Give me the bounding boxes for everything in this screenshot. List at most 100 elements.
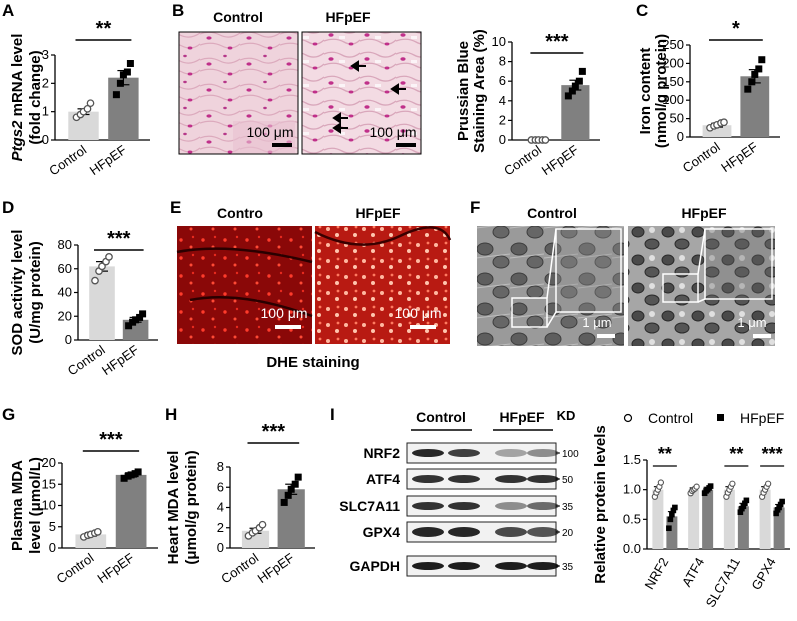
dhe-scale-right: 100 μm	[395, 305, 442, 321]
data-point-hfpef	[751, 70, 759, 78]
category-label: Control	[218, 550, 261, 586]
y-tick-label: 8	[217, 459, 224, 474]
blot-band	[448, 475, 480, 483]
bar-nrf2-control	[652, 489, 664, 549]
bar-gpx4-control	[759, 489, 771, 549]
panel-letter-f: F	[470, 198, 480, 217]
data-point-hfpef	[707, 483, 714, 489]
data-point-control	[720, 118, 728, 127]
significance-label: **	[729, 444, 743, 464]
pb-scalebar-left	[272, 143, 292, 147]
data-point-hfpef	[575, 77, 583, 85]
y-axis-label: SOD activity level	[9, 230, 26, 356]
data-point-hfpef	[119, 71, 127, 79]
y-tick-label: 8	[499, 54, 506, 69]
data-point-hfpef	[116, 79, 124, 87]
blot-label-slc7a11: SLC7A11	[339, 498, 400, 514]
significance-label: ***	[262, 421, 286, 443]
blot-band	[448, 562, 480, 570]
category-label: SLC7A11	[703, 555, 743, 610]
data-point-hfpef	[670, 507, 677, 514]
data-point-control	[764, 480, 772, 487]
y-tick-label: 2	[217, 520, 224, 535]
data-point-hfpef	[287, 485, 295, 493]
pb-hfpef-image	[301, 31, 422, 155]
panel-letter-i: I	[330, 405, 335, 424]
data-point-hfpef	[127, 471, 135, 479]
data-point-control	[98, 262, 106, 271]
data-point-hfpef	[672, 504, 678, 511]
y-tick-label: 40	[58, 285, 72, 300]
em-scalebar-right	[753, 334, 771, 338]
em-control-image	[477, 226, 624, 346]
y-tick-label: 0.5	[623, 511, 641, 526]
data-point-hfpef	[666, 525, 672, 532]
y-axis-label-2: (nmol/g protein)	[653, 34, 670, 148]
data-point-hfpef	[120, 474, 128, 482]
data-point-control	[105, 253, 113, 261]
data-point-hfpef	[755, 65, 763, 73]
panel-letter-d: D	[2, 198, 14, 217]
category-label: HFpEF	[95, 550, 137, 586]
data-point-hfpef	[776, 504, 782, 511]
data-point-hfpef	[123, 68, 131, 76]
y-axis-label: Ptgs2 mRNA level	[9, 34, 26, 162]
data-point-control	[729, 480, 736, 487]
dhe-control-label: Contro	[217, 205, 263, 221]
y-tick-label: 80	[58, 237, 72, 252]
blot-label-gapdh: GAPDH	[349, 558, 400, 574]
bar-control	[702, 125, 732, 137]
pb-scale-left: 100 μm	[247, 124, 294, 140]
y-axis-label: Heart MDA level	[165, 451, 182, 565]
category-label: ATF4	[679, 555, 707, 589]
bar-nrf2-hfpef	[666, 516, 678, 549]
dhe-scalebar-left	[275, 325, 301, 329]
panel-letter-a: A	[2, 1, 14, 20]
pb-control-label: Control	[213, 9, 263, 25]
y-tick-label: 0.0	[623, 541, 641, 556]
data-point-control	[91, 276, 99, 285]
western-blots: NRF2 100 ATF4 50 SLC7A11 35 GPX4 20 GAPDH 35	[339, 442, 579, 577]
pb-scalebar-right	[396, 143, 416, 147]
legend-hfpef-label: HFpEF	[740, 410, 784, 426]
y-tick-label: 15	[42, 476, 56, 491]
y-axis-label-2: (U/mg protein)	[27, 241, 44, 344]
data-point-hfpef	[568, 87, 576, 95]
blot-band	[495, 502, 527, 510]
y-tick-label: 0	[49, 540, 56, 555]
category-label: HFpEF	[99, 342, 141, 378]
data-point-hfpef	[112, 91, 120, 99]
dhe-control-image	[177, 226, 312, 344]
data-point-hfpef	[284, 491, 292, 499]
y-tick-label: 250	[662, 37, 684, 52]
blot-band	[527, 502, 559, 510]
data-point-hfpef	[740, 503, 747, 510]
y-tick-label: 10	[492, 34, 506, 49]
y-tick-label: 60	[58, 261, 72, 276]
y-tick-label: 4	[499, 93, 506, 108]
data-point-hfpef	[564, 92, 572, 100]
y-tick-label: 0	[499, 132, 506, 147]
blot-band	[412, 475, 444, 483]
y-tick-label: 6	[217, 479, 224, 494]
y-axis-label-2: (μmol/g protein)	[183, 450, 200, 564]
blot-band	[448, 449, 480, 457]
significance-label: **	[658, 444, 672, 464]
blot-band	[448, 502, 480, 510]
y-tick-label: 0	[65, 332, 72, 347]
category-label: HFpEF	[718, 139, 760, 175]
bar-slc7a11-hfpef	[737, 506, 749, 549]
data-point-hfpef	[667, 516, 674, 523]
y-tick-label: 2	[499, 112, 506, 127]
blot-band	[527, 562, 559, 570]
data-point-control	[93, 527, 102, 536]
blot-band	[495, 527, 527, 537]
y-tick-label: 1	[42, 104, 49, 119]
y-axis-label: Relative protein levels	[592, 425, 609, 583]
dhe-hfpef-image	[315, 226, 450, 344]
data-point-hfpef	[280, 498, 288, 506]
category-label: NRF2	[642, 555, 672, 592]
y-axis-label-2: level (μmol/L)	[27, 457, 44, 554]
